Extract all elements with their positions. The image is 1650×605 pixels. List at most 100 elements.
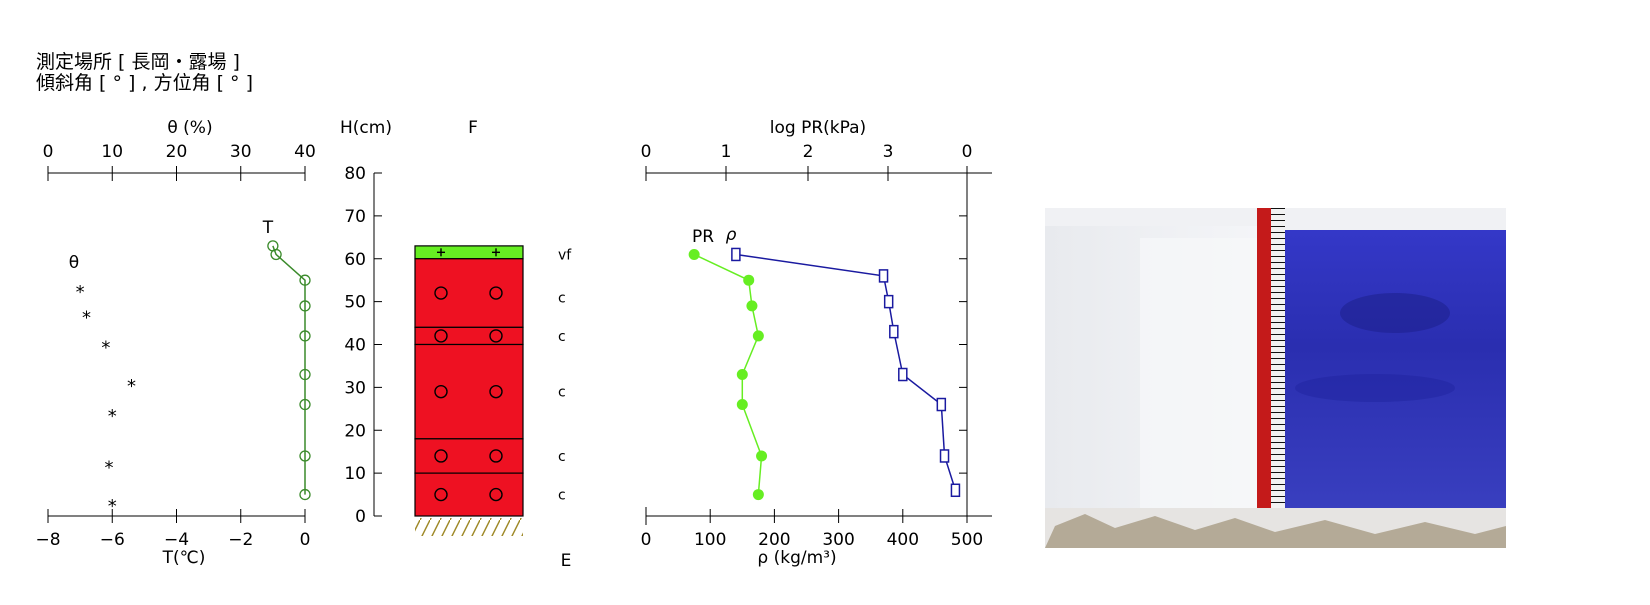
hardness-point <box>939 449 950 463</box>
height-tick-label: 10 <box>344 464 366 484</box>
stratigraphy-top-label: F <box>468 118 478 138</box>
height-tick-label: 60 <box>344 250 366 270</box>
temperature-point <box>299 300 311 312</box>
hardness-point <box>889 324 899 339</box>
theta-tick-label: 40 <box>294 142 316 162</box>
density-point <box>752 489 764 501</box>
temperature-moisture-panel: 0 10 20 30 40 −8 −6 −4 −2 0 θ (%) T(℃) T θ * * * * *… <box>35 118 315 568</box>
theta-point: * <box>76 282 85 303</box>
density-point <box>736 369 748 381</box>
density-point <box>736 399 748 411</box>
compacted-snow-symbol <box>489 449 503 463</box>
log-pr-tick-label: 0 <box>962 142 973 162</box>
density-tick-label: 300 <box>822 530 854 550</box>
hardness-point <box>950 483 961 498</box>
height-tick-label: 0 <box>355 507 366 527</box>
theta-tick-label: 0 <box>43 142 54 162</box>
height-tick-label: 80 <box>344 164 366 184</box>
rho-series-label: ρ <box>726 225 737 245</box>
temperature-series-label: T <box>262 218 274 238</box>
log-pr-tick-label: 0 <box>641 142 652 162</box>
log-pr-tick-label: 1 <box>721 142 732 162</box>
photo-grass <box>1045 514 1506 548</box>
ground-hatch <box>415 518 523 536</box>
height-tick-label: 40 <box>344 336 366 356</box>
log-pr-tick-label: 3 <box>883 142 894 162</box>
height-tick-label: 50 <box>344 293 366 313</box>
temperature-tick-label: −6 <box>100 530 125 550</box>
compacted-snow-symbol <box>434 449 448 463</box>
photo-ruler-scale <box>1271 208 1285 526</box>
compacted-snow-symbol <box>434 329 448 343</box>
density-point <box>743 274 755 286</box>
temperature-tick-label: −2 <box>228 530 253 550</box>
temperature-point <box>270 248 282 261</box>
location-line: 測定場所 [ 長岡・露場 ] <box>36 51 240 73</box>
temperature-tick-label: −8 <box>35 530 60 550</box>
temperature-point <box>299 330 311 342</box>
theta-tick-label: 30 <box>230 142 252 162</box>
theta-point: * <box>108 496 117 517</box>
photo-snow-light <box>1140 238 1260 518</box>
snow-layer <box>414 326 524 346</box>
temperature-tick-label: −4 <box>164 530 189 550</box>
grain-size-label: c <box>558 488 566 504</box>
temperature-axis-label: T(℃) <box>162 548 206 568</box>
hardness-line <box>735 253 957 491</box>
grain-size-label: c <box>558 385 566 401</box>
hardness-point <box>878 269 889 283</box>
density-axis-label: ρ (kg/m³) <box>757 548 836 568</box>
theta-point: * <box>108 406 117 427</box>
density-tick-label: 500 <box>951 530 983 550</box>
height-axis-label: H(cm) <box>340 118 392 138</box>
height-tick-label: 30 <box>344 378 366 398</box>
angle-line: 傾斜角 [ ° ] , 方位角 [ ° ] <box>36 72 254 94</box>
density-point <box>688 248 700 260</box>
grain-size-label: vf <box>558 247 572 263</box>
density-tick-label: 400 <box>887 530 919 550</box>
compacted-snow-symbol <box>489 487 503 502</box>
theta-point: * <box>105 458 114 479</box>
compacted-snow-symbol <box>489 329 503 343</box>
photo-dark-band-2 <box>1295 374 1455 402</box>
hardness-point <box>731 247 741 262</box>
photo-ruler-red <box>1257 208 1271 526</box>
compacted-snow-symbol <box>489 384 503 399</box>
log-pr-tick-label: 2 <box>803 142 814 162</box>
density-tick-label: 0 <box>641 530 652 550</box>
density-point <box>752 330 764 342</box>
compacted-snow-symbol <box>489 286 503 300</box>
temperature-tick-label: 0 <box>300 530 311 550</box>
snow-layer <box>414 438 524 474</box>
height-tick-label: 20 <box>344 421 366 441</box>
density-tick-label: 100 <box>694 530 726 550</box>
compacted-snow-symbol <box>434 286 448 300</box>
density-hardness-panel: 0 1 2 3 0 0 100 200 300 400 500 log PR(kPa) ρ (kg… <box>641 118 992 568</box>
temperature-point <box>299 398 311 411</box>
temperature-point <box>299 450 311 462</box>
log-pr-axis-label: log PR(kPa) <box>770 118 866 138</box>
theta-point: * <box>101 338 110 359</box>
snow-layer <box>414 245 524 260</box>
temperature-line <box>272 245 306 495</box>
theta-axis-label: θ (%) <box>167 118 212 138</box>
snow-layer <box>414 472 524 517</box>
density-tick-label: 200 <box>758 530 790 550</box>
snow-pit-photo <box>1045 208 1506 548</box>
snow-profile-chart: 0 10 20 30 40 −8 −6 −4 −2 0 θ (%) T(℃) T θ *****… <box>35 118 992 571</box>
theta-series-label: θ <box>69 253 79 273</box>
temperature-point <box>299 488 311 501</box>
compacted-snow-symbol <box>434 384 448 399</box>
density-point <box>746 300 758 312</box>
grain-size-label: c <box>558 329 566 345</box>
temperature-point <box>299 274 311 286</box>
grain-size-label: c <box>558 290 566 306</box>
photo-dark-band <box>1340 293 1450 333</box>
hardness-point <box>883 294 894 309</box>
header: 測定場所 [ 長岡・露場 ] 傾斜角 [ ° ] , 方位角 [ ° ] <box>36 52 253 94</box>
density-point <box>756 450 768 462</box>
snow-layer <box>414 343 524 440</box>
pr-series-label: PR <box>692 227 714 247</box>
grain-size-label: c <box>558 449 566 465</box>
hardness-point <box>936 397 947 412</box>
